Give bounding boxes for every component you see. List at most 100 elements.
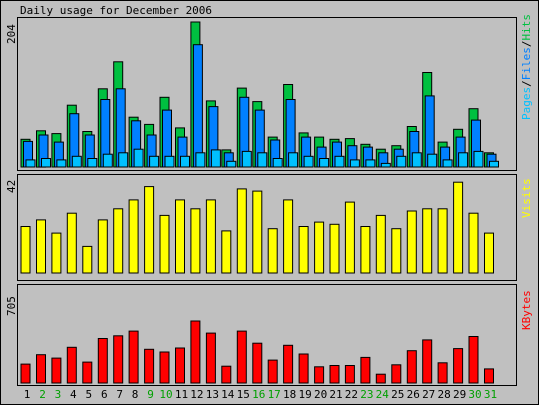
x-tick-label: 9: [147, 388, 154, 401]
kbytes-bars: [20, 320, 494, 384]
hits-legend: Pages/Files/Hits: [520, 14, 533, 120]
hits-bars: [20, 21, 499, 168]
visits-ymax-label: 42: [5, 180, 18, 193]
kbytes-bar: [190, 320, 201, 384]
visits-bar: [375, 214, 386, 274]
x-tick-label: 17: [268, 388, 281, 401]
visits-bar: [484, 232, 494, 274]
visits-panel-frame: [17, 174, 517, 281]
pages-bar: [164, 155, 175, 168]
kbytes-bar: [221, 365, 232, 384]
x-tick-label: 16: [252, 388, 265, 401]
kbytes-bar: [252, 342, 263, 384]
visits-bar: [267, 228, 278, 274]
x-tick-label: 3: [55, 388, 62, 401]
kbytes-bar: [51, 357, 62, 384]
x-tick-label: 18: [283, 388, 296, 401]
x-tick-label: 7: [116, 388, 123, 401]
pages-bar: [71, 155, 82, 168]
pages-bar: [241, 150, 252, 168]
visits-bar: [344, 201, 355, 274]
legend-separator-1: /: [520, 80, 533, 87]
x-tick-label: 25: [391, 388, 404, 401]
visits-bar: [314, 221, 325, 274]
pages-bar: [442, 159, 453, 168]
x-tick-label: 31: [484, 388, 497, 401]
x-tick-label: 26: [407, 388, 420, 401]
pages-bar: [87, 158, 98, 168]
pages-bar: [133, 148, 144, 168]
pages-bar: [288, 152, 299, 168]
pages-bar: [427, 153, 438, 168]
kbytes-bar: [159, 351, 170, 384]
x-tick-label: 22: [345, 388, 358, 401]
x-tick-label: 11: [175, 388, 188, 401]
kbytes-bar: [66, 346, 77, 384]
pages-bar: [257, 152, 268, 168]
legend-hits: Hits: [520, 14, 533, 41]
visits-bar: [144, 186, 155, 274]
kbytes-ymax-label: 705: [5, 296, 18, 316]
kbytes-bar: [144, 348, 155, 384]
legend-kbytes: KBytes: [520, 290, 533, 330]
kbytes-bar: [113, 335, 124, 384]
pages-bar: [210, 149, 221, 168]
kbytes-bar: [314, 366, 325, 384]
visits-bar: [190, 208, 201, 274]
visits-bar: [51, 232, 62, 274]
x-tick-label: 14: [221, 388, 235, 401]
x-axis-labels: 1 2 3 4 5 6 7 8 9 10 11 12 13 14 15 16 17 18 19 20 21 22 23 24 2…: [24, 388, 497, 401]
x-tick-label: 28: [437, 388, 450, 401]
pages-bar: [396, 155, 407, 168]
kbytes-bar: [375, 373, 386, 384]
pages-bar: [319, 158, 330, 168]
visits-bar: [422, 208, 433, 274]
visits-bar: [236, 188, 247, 274]
pages-bar: [149, 155, 160, 168]
x-tick-label: 13: [206, 388, 219, 401]
kbytes-bar: [422, 339, 433, 384]
pages-bar: [489, 160, 499, 168]
kbytes-bar: [468, 336, 479, 384]
legend-separator-2: /: [520, 41, 533, 48]
x-tick-label: 19: [298, 388, 311, 401]
visits-bar: [36, 219, 46, 274]
visits-bar: [283, 199, 294, 274]
x-tick-label: 2: [39, 388, 46, 401]
kbytes-panel-frame: [17, 284, 517, 386]
pages-bar: [25, 159, 36, 168]
kbytes-bar: [329, 365, 340, 384]
kbytes-bar: [360, 356, 371, 384]
visits-bar: [406, 210, 417, 274]
pages-bar: [118, 152, 129, 168]
visits-bar: [360, 226, 371, 274]
x-tick-label: 5: [85, 388, 92, 401]
kbytes-bar: [298, 353, 309, 384]
pages-bar: [473, 150, 484, 168]
x-tick-label: 29: [453, 388, 466, 401]
pages-bar: [102, 153, 113, 168]
x-tick-label: 4: [70, 388, 77, 401]
legend-pages: Pages: [520, 87, 533, 120]
visits-bar: [298, 226, 309, 274]
visits-bar: [205, 199, 216, 274]
x-tick-label: 10: [159, 388, 172, 401]
pages-bar: [334, 155, 345, 168]
visits-bar: [113, 208, 124, 274]
visits-bar: [329, 223, 340, 274]
pages-bar: [349, 159, 360, 168]
kbytes-bar: [344, 365, 355, 384]
visits-bar: [82, 245, 93, 274]
visits-bar: [391, 228, 402, 274]
pages-bar: [380, 162, 391, 168]
x-tick-label: 27: [422, 388, 435, 401]
visits-bar: [175, 199, 185, 274]
pages-bar: [272, 158, 283, 168]
x-tick-label: 12: [190, 388, 203, 401]
visits-bar: [221, 230, 232, 274]
kbytes-bar: [128, 330, 139, 384]
kbytes-bar: [36, 354, 46, 384]
x-tick-label: 8: [132, 388, 139, 401]
